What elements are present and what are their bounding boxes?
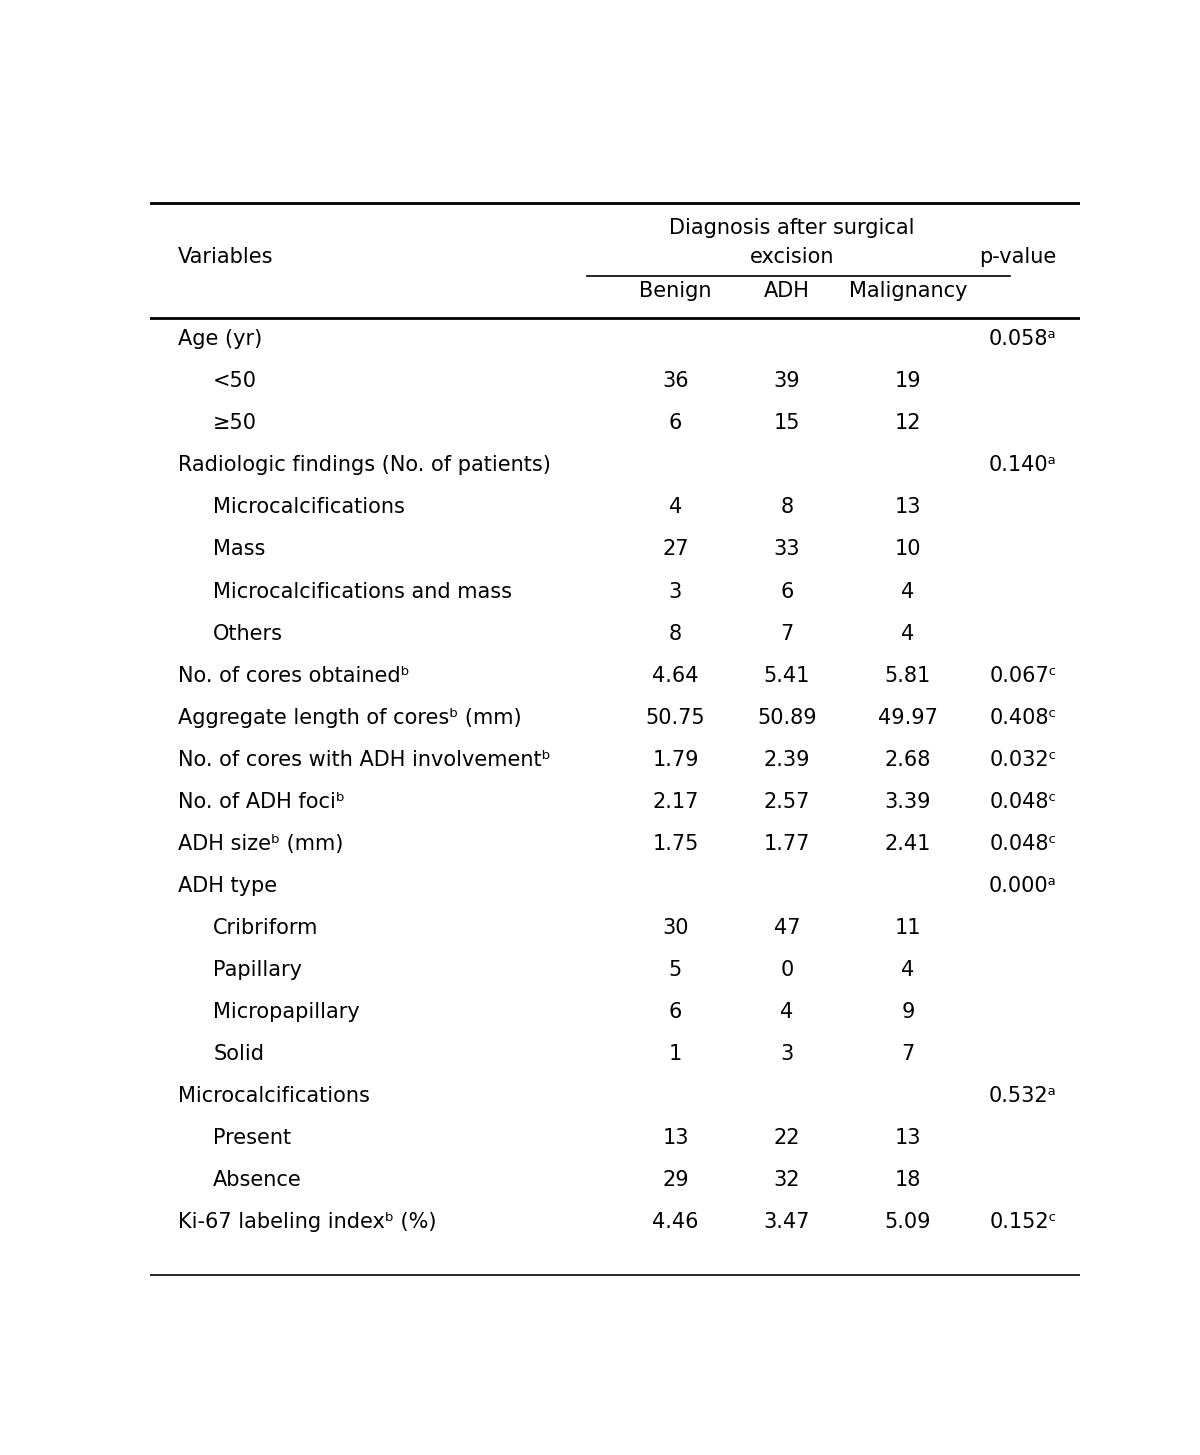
Text: 13: 13 bbox=[895, 498, 922, 518]
Text: 5.09: 5.09 bbox=[884, 1212, 931, 1232]
Text: 8: 8 bbox=[780, 498, 793, 518]
Text: Microcalcifications: Microcalcifications bbox=[214, 498, 406, 518]
Text: 3.47: 3.47 bbox=[764, 1212, 810, 1232]
Text: 5.41: 5.41 bbox=[764, 665, 810, 685]
Text: 2.68: 2.68 bbox=[884, 749, 931, 770]
Text: ADH sizeᵇ (mm): ADH sizeᵇ (mm) bbox=[178, 834, 343, 854]
Text: ≥50: ≥50 bbox=[214, 413, 257, 434]
Text: Cribriform: Cribriform bbox=[214, 918, 319, 938]
Text: ADH: ADH bbox=[764, 281, 810, 301]
Text: Malignancy: Malignancy bbox=[848, 281, 967, 301]
Text: 2.39: 2.39 bbox=[764, 749, 810, 770]
Text: 0.048ᶜ: 0.048ᶜ bbox=[990, 834, 1057, 854]
Text: 1: 1 bbox=[668, 1045, 682, 1064]
Text: 6: 6 bbox=[668, 1002, 682, 1021]
Text: 2.17: 2.17 bbox=[653, 792, 698, 812]
Text: 0.058ᵃ: 0.058ᵃ bbox=[989, 329, 1057, 349]
Text: 19: 19 bbox=[895, 371, 922, 391]
Text: 0.408ᶜ: 0.408ᶜ bbox=[990, 707, 1057, 728]
Text: Mass: Mass bbox=[214, 540, 265, 560]
Text: 4: 4 bbox=[901, 624, 914, 643]
Text: 5: 5 bbox=[668, 960, 682, 981]
Text: 0: 0 bbox=[780, 960, 793, 981]
Text: 0.140ᵃ: 0.140ᵃ bbox=[989, 455, 1057, 476]
Text: 1.79: 1.79 bbox=[653, 749, 698, 770]
Text: 30: 30 bbox=[662, 918, 689, 938]
Text: 3: 3 bbox=[780, 1045, 793, 1064]
Text: 49.97: 49.97 bbox=[878, 707, 938, 728]
Text: 18: 18 bbox=[895, 1170, 922, 1190]
Text: 4: 4 bbox=[901, 582, 914, 601]
Text: 50.89: 50.89 bbox=[757, 707, 817, 728]
Text: 3: 3 bbox=[668, 582, 682, 601]
Text: 4.64: 4.64 bbox=[653, 665, 698, 685]
Text: excision: excision bbox=[750, 247, 834, 268]
Text: 0.532ᵃ: 0.532ᵃ bbox=[989, 1085, 1057, 1106]
Text: 3.39: 3.39 bbox=[884, 792, 931, 812]
Text: 4: 4 bbox=[780, 1002, 793, 1021]
Text: 32: 32 bbox=[774, 1170, 800, 1190]
Text: Others: Others bbox=[214, 624, 283, 643]
Text: 7: 7 bbox=[901, 1045, 914, 1064]
Text: Papillary: Papillary bbox=[214, 960, 302, 981]
Text: 15: 15 bbox=[774, 413, 800, 434]
Text: 2.57: 2.57 bbox=[764, 792, 810, 812]
Text: 11: 11 bbox=[895, 918, 922, 938]
Text: 50.75: 50.75 bbox=[646, 707, 706, 728]
Text: Microcalcifications: Microcalcifications bbox=[178, 1085, 370, 1106]
Text: 7: 7 bbox=[780, 624, 793, 643]
Text: 4.46: 4.46 bbox=[653, 1212, 698, 1232]
Text: 47: 47 bbox=[774, 918, 800, 938]
Text: 8: 8 bbox=[668, 624, 682, 643]
Text: 12: 12 bbox=[895, 413, 922, 434]
Text: No. of cores with ADH involvementᵇ: No. of cores with ADH involvementᵇ bbox=[178, 749, 551, 770]
Text: 6: 6 bbox=[780, 582, 793, 601]
Text: 1.77: 1.77 bbox=[764, 834, 810, 854]
Text: 39: 39 bbox=[774, 371, 800, 391]
Text: 6: 6 bbox=[668, 413, 682, 434]
Text: 2.41: 2.41 bbox=[884, 834, 931, 854]
Text: No. of cores obtainedᵇ: No. of cores obtainedᵇ bbox=[178, 665, 409, 685]
Text: <50: <50 bbox=[214, 371, 257, 391]
Text: 4: 4 bbox=[901, 960, 914, 981]
Text: 9: 9 bbox=[901, 1002, 914, 1021]
Text: 0.067ᶜ: 0.067ᶜ bbox=[989, 665, 1057, 685]
Text: Ki-67 labeling indexᵇ (%): Ki-67 labeling indexᵇ (%) bbox=[178, 1212, 437, 1232]
Text: No. of ADH fociᵇ: No. of ADH fociᵇ bbox=[178, 792, 344, 812]
Text: 29: 29 bbox=[662, 1170, 689, 1190]
Text: Microcalcifications and mass: Microcalcifications and mass bbox=[214, 582, 512, 601]
Text: 13: 13 bbox=[662, 1128, 689, 1148]
Text: 0.048ᶜ: 0.048ᶜ bbox=[990, 792, 1057, 812]
Text: Absence: Absence bbox=[214, 1170, 302, 1190]
Text: Radiologic findings (No. of patients): Radiologic findings (No. of patients) bbox=[178, 455, 551, 476]
Text: 0.152ᶜ: 0.152ᶜ bbox=[989, 1212, 1057, 1232]
Text: p-value: p-value bbox=[979, 247, 1057, 268]
Text: 5.81: 5.81 bbox=[884, 665, 931, 685]
Text: 13: 13 bbox=[895, 1128, 922, 1148]
Text: 0.032ᶜ: 0.032ᶜ bbox=[989, 749, 1057, 770]
Text: 4: 4 bbox=[668, 498, 682, 518]
Text: 1.75: 1.75 bbox=[653, 834, 698, 854]
Text: 22: 22 bbox=[774, 1128, 800, 1148]
Text: 27: 27 bbox=[662, 540, 689, 560]
Text: Solid: Solid bbox=[214, 1045, 264, 1064]
Text: Diagnosis after surgical: Diagnosis after surgical bbox=[668, 218, 914, 237]
Text: Micropapillary: Micropapillary bbox=[214, 1002, 360, 1021]
Text: 0.000ᵃ: 0.000ᵃ bbox=[989, 876, 1057, 896]
Text: ADH type: ADH type bbox=[178, 876, 277, 896]
Text: 36: 36 bbox=[662, 371, 689, 391]
Text: Aggregate length of coresᵇ (mm): Aggregate length of coresᵇ (mm) bbox=[178, 707, 522, 728]
Text: Variables: Variables bbox=[178, 247, 274, 268]
Text: 10: 10 bbox=[895, 540, 922, 560]
Text: Benign: Benign bbox=[640, 281, 712, 301]
Text: Age (yr): Age (yr) bbox=[178, 329, 262, 349]
Text: Present: Present bbox=[214, 1128, 292, 1148]
Text: 33: 33 bbox=[774, 540, 800, 560]
